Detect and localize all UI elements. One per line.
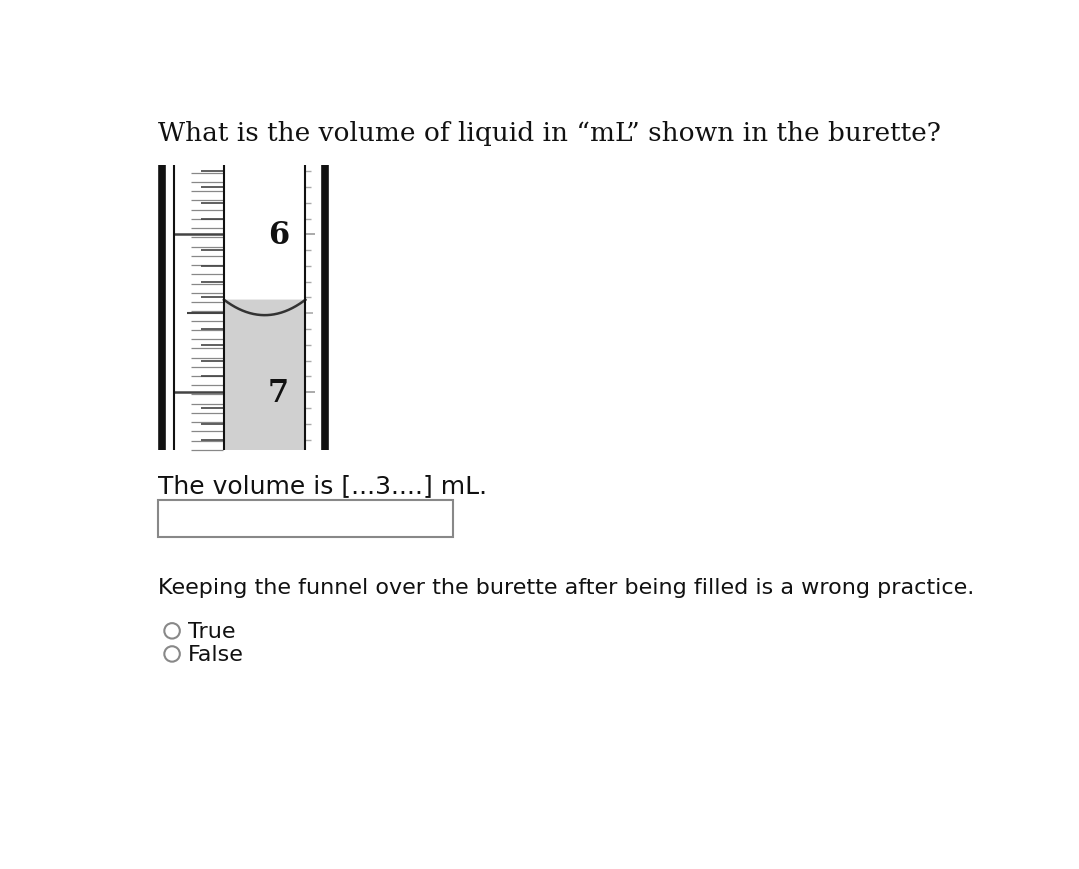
Text: What is the volume of liquid in “mL” shown in the burette?: What is the volume of liquid in “mL” sho… <box>159 121 941 146</box>
Text: 7: 7 <box>268 377 289 408</box>
Text: Keeping the funnel over the burette after being filled is a wrong practice.: Keeping the funnel over the burette afte… <box>159 577 974 597</box>
Bar <box>224 301 305 450</box>
Bar <box>159 501 452 537</box>
Text: 6: 6 <box>268 220 289 250</box>
Text: False: False <box>188 644 244 664</box>
Text: True: True <box>188 621 235 641</box>
Text: The volume is [...3....] mL.: The volume is [...3....] mL. <box>159 474 488 497</box>
